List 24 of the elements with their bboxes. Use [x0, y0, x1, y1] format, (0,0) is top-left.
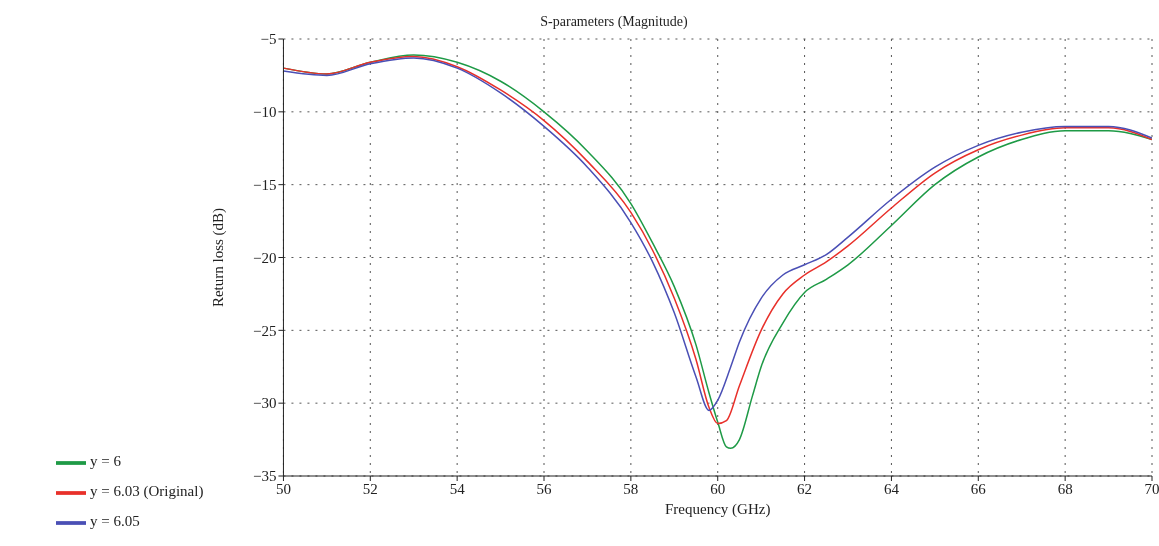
x-tick-label: 64 [883, 480, 900, 497]
x-axis-title: Frequency (GHz) [665, 501, 771, 518]
y-tick-label: −30 [252, 395, 277, 412]
legend-label: y = 6.03 (Original) [90, 483, 204, 500]
y-tick-label: −35 [252, 468, 277, 485]
x-tick-label: 62 [797, 480, 813, 497]
y-axis-title: Return loss (dB) [209, 207, 227, 308]
y-tick-label: −15 [252, 176, 277, 193]
y-tick-label: −25 [252, 322, 277, 339]
y-tick-label: −10 [252, 104, 277, 121]
y-tick-label: −5 [260, 31, 277, 48]
x-tick-label: 54 [449, 480, 466, 497]
x-tick-label: 50 [275, 480, 291, 497]
x-tick-label: 56 [536, 480, 553, 497]
x-tick-label: 70 [1144, 480, 1159, 497]
x-tick-label: 60 [710, 480, 726, 497]
x-tick-label: 58 [623, 480, 639, 497]
x-tick-label: 66 [970, 480, 987, 497]
legend-label: y = 6.05 [90, 513, 140, 530]
x-tick-label: 52 [362, 480, 378, 497]
legend-label: y = 6 [90, 453, 121, 470]
x-tick-label: 68 [1057, 480, 1073, 497]
y-tick-label: −20 [252, 249, 277, 266]
chart-title: S-parameters (Magnitude) [540, 14, 688, 30]
